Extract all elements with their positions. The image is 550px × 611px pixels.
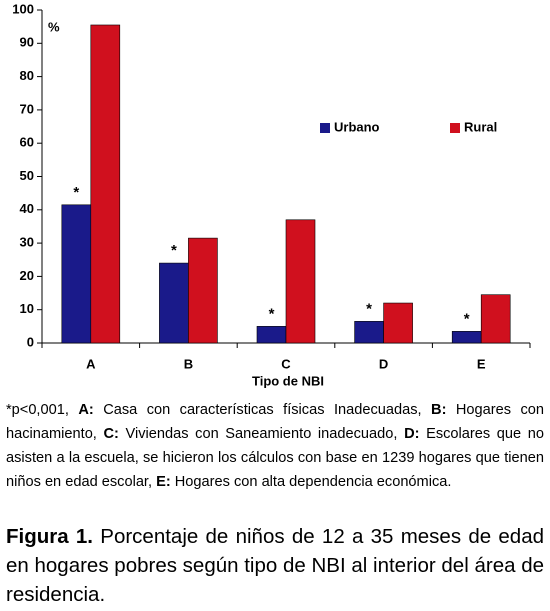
footnote-key: B: [431,402,447,418]
legend-swatch [450,123,460,133]
legend-label: Urbano [334,119,380,134]
bar [256,326,287,344]
footnote-key: A: [78,402,94,418]
y-tick-label: 60 [20,135,34,150]
footnote-key: D: [404,426,420,442]
bar [285,219,316,344]
x-tick-label: D [379,356,388,371]
bar [451,331,482,344]
y-tick-label: 0 [27,334,34,349]
y-tick-label: 80 [20,68,34,83]
caption-label: Figura 1. [6,525,93,548]
bar [383,302,413,344]
y-tick-label: 30 [20,235,34,250]
footnote-text: Escolares que no asisten a la escuela, s… [6,426,544,490]
x-tick-label: A [86,356,96,371]
bar [480,294,511,344]
y-tick-label: 70 [20,101,34,116]
y-tick-label: 100 [12,1,34,16]
x-axis-label: Tipo de NBI [252,373,324,388]
bar [159,262,189,344]
y-tick-label: 40 [20,201,34,216]
significance-mark: * [269,305,275,322]
footnote-intro: *p<0,001, [6,402,69,418]
bar [61,204,92,344]
significance-mark: * [366,300,372,317]
footnote-key: E: [156,474,171,490]
significance-mark: * [171,242,177,259]
footnote-text: Hogares con hacinamiento, [6,402,544,442]
y-tick-label: 20 [20,268,34,283]
x-tick-label: B [184,356,193,371]
x-tick-label: E [477,356,486,371]
y-axis-label: % [48,19,60,34]
footnote: *p<0,001, A: Casa con características fí… [6,398,544,494]
bar [90,24,121,344]
legend-swatch [320,123,330,133]
y-tick-label: 10 [20,301,34,316]
footnote-text: Viviendas con Saneamiento inadecuado, [125,426,398,442]
bar [188,237,218,344]
bar [354,321,384,344]
chart: % Tipo de NBI 0 10 20 30 40 50 60 70 80 90 100 A * B *… [12,1,531,388]
footnote-text: Casa con características físicas Inadecu… [103,402,422,418]
y-tick-label: 50 [20,168,34,183]
legend-label: Rural [464,119,497,134]
y-tick-label: 90 [20,35,34,50]
footnote-key: C: [103,426,119,442]
x-tick-label: C [281,356,291,371]
significance-mark: * [464,310,470,327]
significance-mark: * [73,184,79,201]
footnote-text: Hogares con alta dependencia económica. [174,474,452,490]
caption: Figura 1. Porcentaje de niños de 12 a 35… [6,522,544,609]
caption-text: Porcentaje de niños de 12 a 35 meses de … [6,525,544,606]
